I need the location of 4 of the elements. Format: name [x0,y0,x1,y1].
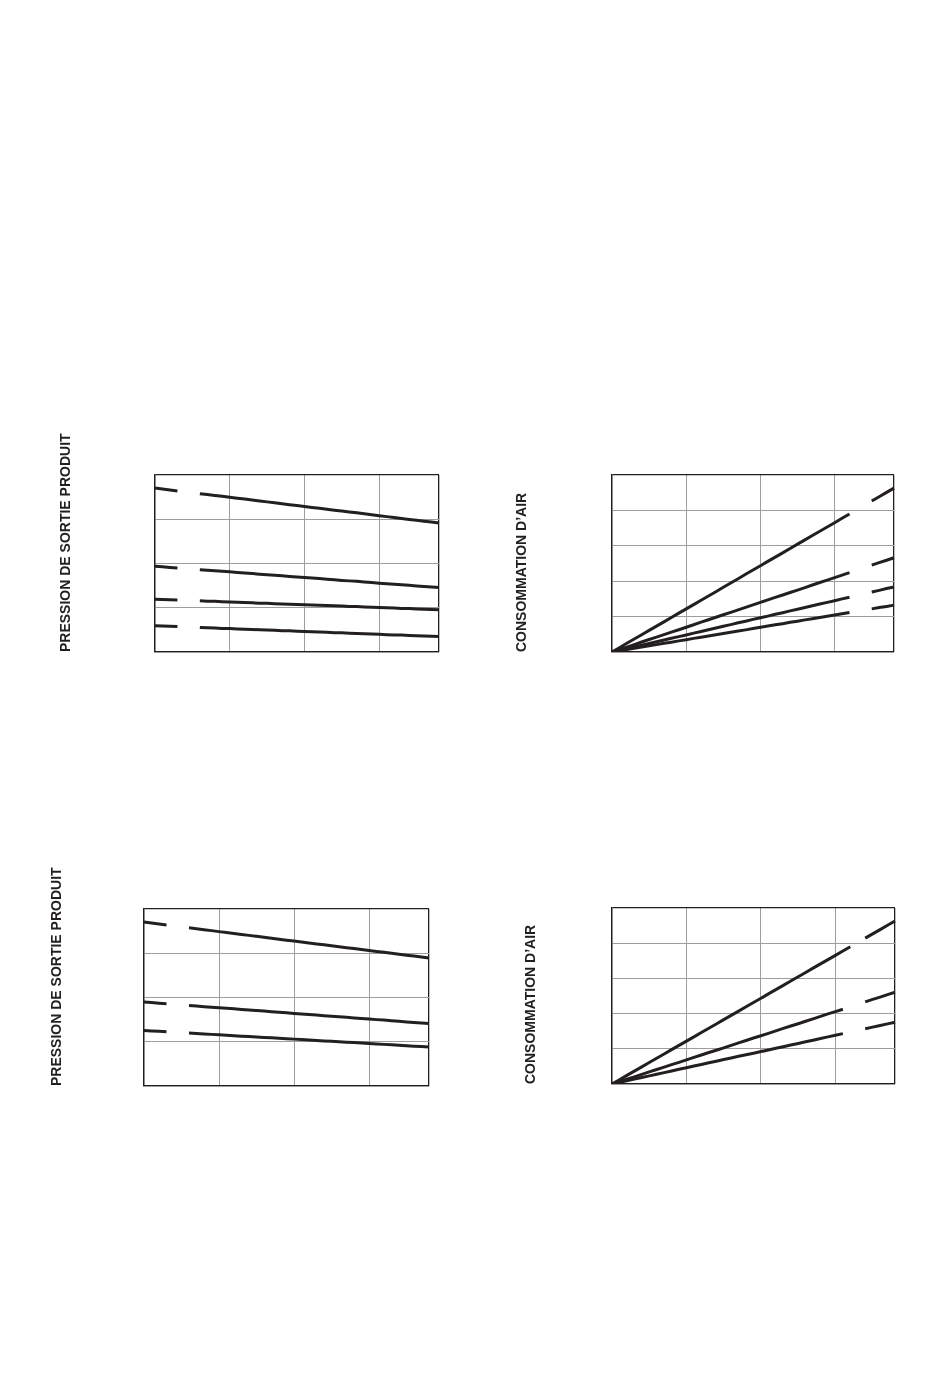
y-axis-title: CONSOMMATION D’AIR [521,924,538,1084]
y-axis-title: PRESSION DE SORTIE PRODUIT [47,866,64,1086]
y-axis-title: CONSOMMATION D’AIR [512,492,529,652]
y-axis-title: PRESSION DE SORTIE PRODUIT [56,432,73,652]
